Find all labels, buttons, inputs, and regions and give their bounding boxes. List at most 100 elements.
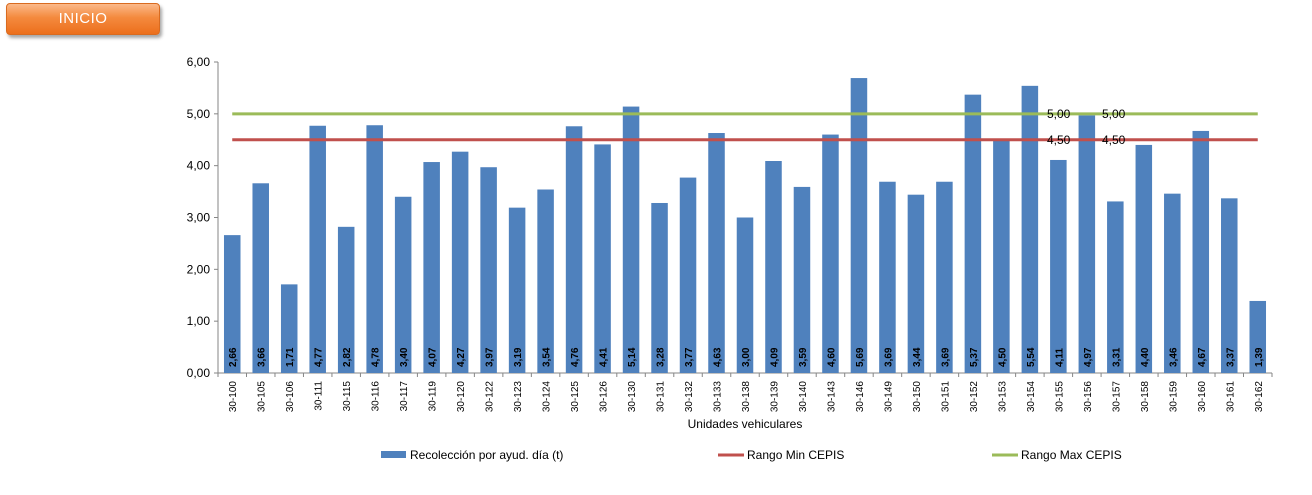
bar <box>1164 193 1181 373</box>
x-tick-label: 30-156 <box>1083 381 1094 413</box>
bar <box>1050 159 1067 373</box>
x-tick-label: 30-132 <box>684 381 695 413</box>
bar <box>451 151 469 373</box>
x-tick-label: 30-161 <box>1225 381 1236 413</box>
x-tick-label: 30-124 <box>542 381 553 413</box>
x-tick-label: 30-152 <box>969 381 980 413</box>
bar <box>1078 115 1096 373</box>
x-tick-label: 30-158 <box>1140 381 1151 413</box>
x-tick-label: 30-125 <box>570 381 581 413</box>
chart-reference-lines <box>232 112 1258 142</box>
x-tick-label: 30-120 <box>456 381 467 413</box>
inicio-button[interactable]: INICIO <box>6 3 160 35</box>
bar-data-label: 3,37 <box>1225 347 1236 367</box>
x-tick-label: 30-119 <box>428 381 439 412</box>
x-tick-label: 30-131 <box>656 381 667 413</box>
x-axis-title: Unidades vehiculares <box>688 417 803 431</box>
bar <box>508 207 526 373</box>
x-tick-label: 30-154 <box>1026 381 1037 413</box>
x-tick-label: 30-143 <box>826 381 837 413</box>
bar-data-label: 4,67 <box>1197 347 1208 367</box>
x-tick-label: 30-138 <box>741 381 752 413</box>
bar-data-label: 4,77 <box>314 347 325 367</box>
bar <box>280 284 298 373</box>
bar-data-label: 3,77 <box>684 347 695 367</box>
x-tick-label: 30-111 <box>314 381 325 411</box>
bar-data-label: 3,69 <box>940 347 951 367</box>
x-tick-label: 30-122 <box>485 381 496 413</box>
bar <box>394 196 412 373</box>
bar-data-label: 4,11 <box>1054 348 1065 367</box>
chart-bars <box>223 78 1267 374</box>
y-tick-label: 2,00 <box>187 262 211 276</box>
x-tick-label: 30-117 <box>399 381 410 412</box>
bar <box>622 106 640 374</box>
bar-data-label: 3,40 <box>399 347 410 367</box>
x-tick-label: 30-151 <box>940 381 951 413</box>
y-tick-label: 1,00 <box>187 314 211 328</box>
min-line-data-label: 4,50 <box>1102 133 1126 147</box>
bar <box>964 94 982 373</box>
bar <box>736 217 754 373</box>
bar-data-label: 4,40 <box>1140 347 1151 367</box>
x-tick-label: 30-149 <box>883 381 894 413</box>
bar-data-label: 3,97 <box>485 347 496 367</box>
min-line-data-label: 4,50 <box>1047 133 1071 147</box>
x-tick-label: 30-162 <box>1254 381 1265 413</box>
bar-data-label: 3,46 <box>1168 347 1179 367</box>
x-tick-label: 30-126 <box>599 381 610 413</box>
bar-data-label: 2,66 <box>228 347 239 367</box>
bar-data-label: 3,19 <box>513 347 524 367</box>
bar-data-label: 5,69 <box>855 347 866 367</box>
bar <box>423 162 440 373</box>
bar <box>993 139 1010 373</box>
legend-label: Rango Max CEPIS <box>1021 448 1122 462</box>
bar <box>309 125 326 373</box>
bar-data-label: 5,54 <box>1026 347 1037 367</box>
legend-label: Recolección por ayud. día (t) <box>410 448 563 462</box>
bar <box>822 134 839 373</box>
bar-data-label: 4,09 <box>769 347 780 367</box>
bar-data-label: 4,60 <box>826 347 837 367</box>
x-tick-label: 30-155 <box>1054 381 1065 413</box>
chart-legend: Recolección por ayud. día (t) Rango Min C… <box>381 448 1122 462</box>
bar <box>1135 144 1153 373</box>
bar-data-label: 4,27 <box>456 347 467 367</box>
bar <box>1107 201 1124 373</box>
bar <box>651 202 668 373</box>
bar <box>223 235 241 373</box>
bar <box>936 181 953 373</box>
bar-data-label: 5,14 <box>627 347 638 367</box>
bar-data-label: 4,41 <box>599 347 610 367</box>
bar <box>793 186 811 373</box>
bar <box>366 125 383 373</box>
bar <box>1249 300 1267 373</box>
legend-swatch-bar <box>381 451 406 458</box>
x-tick-label: 30-140 <box>798 381 809 413</box>
max-line-data-label: 5,00 <box>1047 107 1071 121</box>
y-tick-label: 3,00 <box>187 211 211 225</box>
bar <box>708 133 725 373</box>
bar <box>1221 198 1238 373</box>
bar <box>537 189 554 373</box>
bar-data-label: 3,69 <box>883 347 894 367</box>
bar <box>480 167 497 373</box>
bar <box>594 144 611 373</box>
bar-data-label: 3,44 <box>912 347 923 367</box>
bar-data-label: 3,28 <box>656 347 667 367</box>
y-tick-label: 6,00 <box>187 55 211 69</box>
max-line-data-label: 5,00 <box>1102 107 1126 121</box>
bar <box>879 181 896 373</box>
bar <box>252 183 269 373</box>
bar <box>765 161 782 373</box>
legend-label: Rango Min CEPIS <box>747 448 844 462</box>
x-tick-label: 30-105 <box>257 381 268 413</box>
bar-data-label: 4,50 <box>997 347 1008 367</box>
bar-data-label: 3,66 <box>257 347 268 367</box>
y-tick-label: 4,00 <box>187 159 211 173</box>
chart-labels: 2,66 30-100 3,66 30-105 1,71 30-106 4,77 30-111… <box>228 107 1265 412</box>
x-tick-label: 30-160 <box>1197 381 1208 413</box>
x-tick-label: 30-139 <box>769 381 780 413</box>
x-tick-label: 30-159 <box>1168 381 1179 413</box>
